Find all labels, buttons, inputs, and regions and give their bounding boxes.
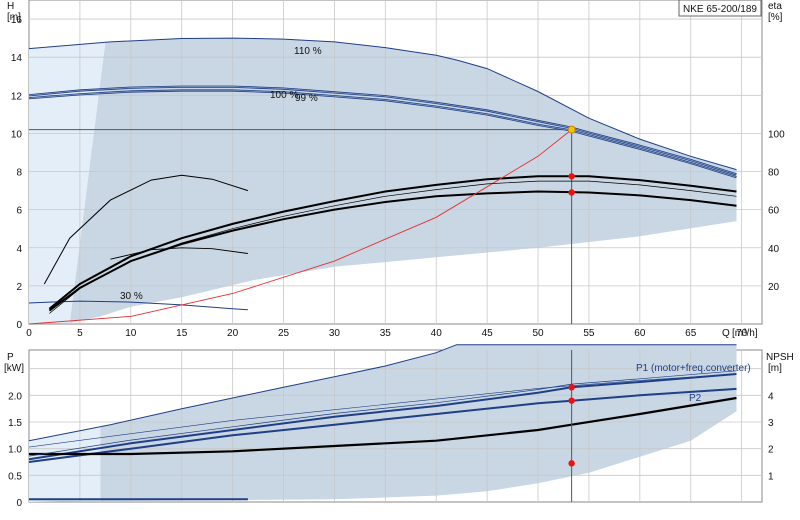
bottom-ylabel-left: P <box>7 352 14 363</box>
x-tick-label: 5 <box>77 328 83 339</box>
x-axis-unit: [m³/h] <box>732 328 758 339</box>
y-tick-label: 8 <box>16 168 22 179</box>
y-right-tick-label: 1 <box>768 471 774 482</box>
bottom-grid <box>29 350 762 502</box>
duty-point-marker <box>567 125 576 134</box>
series-npsh <box>29 396 737 456</box>
duty-eta-marker <box>568 173 575 180</box>
series-110- <box>28 37 737 171</box>
top-left-band <box>29 41 106 325</box>
x-tick-label: 10 <box>125 328 137 339</box>
x-tick-label: 70 <box>736 328 748 339</box>
x-tick-label: 45 <box>482 328 494 339</box>
x-tick-label: 25 <box>278 328 290 339</box>
bottom-ticks: 0 0.5 1.0 1.5 2.0 1 2 3 4 <box>8 391 774 509</box>
curve-label-110: 110 % <box>294 46 322 57</box>
curve-label-30: 30 % <box>120 291 143 302</box>
series-core <box>28 86 737 175</box>
bottom-ylabel-right-unit: [m] <box>768 363 782 374</box>
y-right-tick-label: 3 <box>768 418 774 429</box>
curve-label-p2: P2 <box>689 393 702 404</box>
y-tick-label: 12 <box>11 91 23 102</box>
x-tick-label: 30 <box>329 328 341 339</box>
top-ylabel-left-unit: [m] <box>7 12 21 23</box>
series-30- <box>28 300 248 311</box>
series-eta-30- <box>43 174 249 285</box>
series-p1 <box>28 373 737 461</box>
x-tick-label: 20 <box>227 328 239 339</box>
p2-guide <box>28 373 737 448</box>
x-tick-label: 0 <box>26 328 32 339</box>
y-right-tick-label: 4 <box>768 391 774 402</box>
bottom-left-band <box>29 427 101 502</box>
p1-guide <box>28 370 737 457</box>
y-tick-label: 6 <box>16 206 22 217</box>
x-tick-label: 55 <box>583 328 595 339</box>
y-tick-label: 2 <box>16 282 22 293</box>
y-tick-label: 1.0 <box>8 445 22 456</box>
y-tick-label: 0 <box>16 320 22 331</box>
duty-npsh-marker <box>568 460 575 467</box>
eta-guide <box>49 180 737 314</box>
top-curves <box>28 37 737 325</box>
bottom-ylabel-right: NPSH <box>766 352 794 363</box>
x-tick-label: 60 <box>634 328 646 339</box>
y-tick-label: 16 <box>11 15 23 26</box>
y-tick-label: 0.5 <box>8 471 22 482</box>
y-right-tick-label: 80 <box>768 168 780 179</box>
y-tick-label: 2.0 <box>8 391 22 402</box>
y-tick-label: 0 <box>16 498 22 509</box>
y-right-tick-label: 2 <box>768 445 774 456</box>
y-tick-label: 4 <box>16 244 22 255</box>
duty-eta-marker <box>568 189 575 196</box>
x-tick-label: 35 <box>380 328 392 339</box>
duty-p2-marker <box>568 397 575 404</box>
top-ylabel-right: eta <box>768 1 782 12</box>
legend-box-text: NKE 65-200/189 <box>683 4 757 15</box>
top-ylabel-left: H <box>7 1 14 12</box>
duty-p1-marker <box>568 384 575 391</box>
curve-label-99: 99 % <box>295 93 318 104</box>
legend-box <box>678 0 762 17</box>
top-ticks: 0 5 10 15 20 25 30 35 40 45 50 55 60 65 70 0 2 4 6 8 10 12 14 1… <box>11 15 785 339</box>
top-ylabel-right-unit: [%] <box>768 12 783 23</box>
series-core <box>28 90 737 178</box>
bottom-curves <box>28 344 737 502</box>
x-axis-label: Q <box>722 328 730 339</box>
y-tick-label: 1.5 <box>8 418 22 429</box>
top-grid <box>29 0 762 324</box>
series-system-curve <box>28 129 572 325</box>
series-p1-110- <box>28 344 737 442</box>
y-right-tick-label: 40 <box>768 244 780 255</box>
series-p2 <box>28 387 737 463</box>
y-tick-label: 14 <box>11 53 23 64</box>
y-tick-label: 10 <box>11 129 23 140</box>
y-right-tick-label: 20 <box>768 282 780 293</box>
bottom-ylabel-left-unit: [kW] <box>4 363 24 374</box>
eta-30-lower <box>110 247 248 260</box>
curve-label-100: 100 % <box>270 90 298 101</box>
x-tick-label: 50 <box>532 328 544 339</box>
y-right-tick-label: 60 <box>768 206 780 217</box>
x-tick-label: 40 <box>431 328 443 339</box>
x-tick-label: 15 <box>176 328 188 339</box>
curve-label-p1: P1 (motor+freq.converter) <box>636 363 751 374</box>
x-tick-label: 65 <box>685 328 697 339</box>
y-right-tick-label: 100 <box>768 129 785 140</box>
